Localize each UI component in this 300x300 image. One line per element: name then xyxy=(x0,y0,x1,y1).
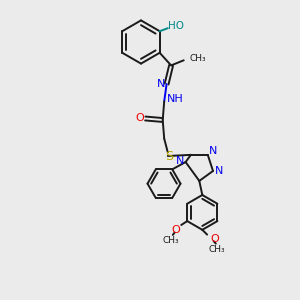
Text: O: O xyxy=(211,234,220,244)
Text: NH: NH xyxy=(167,94,184,104)
Text: N: N xyxy=(176,156,184,166)
Text: O: O xyxy=(135,112,144,123)
Text: CH₃: CH₃ xyxy=(189,54,206,63)
Text: CH₃: CH₃ xyxy=(209,245,226,254)
Text: CH₃: CH₃ xyxy=(163,236,179,245)
Text: HO: HO xyxy=(168,21,184,31)
Text: N: N xyxy=(209,146,218,156)
Text: O: O xyxy=(172,225,181,235)
Text: N: N xyxy=(215,166,223,176)
Text: N: N xyxy=(157,79,165,89)
Text: S: S xyxy=(165,149,173,163)
